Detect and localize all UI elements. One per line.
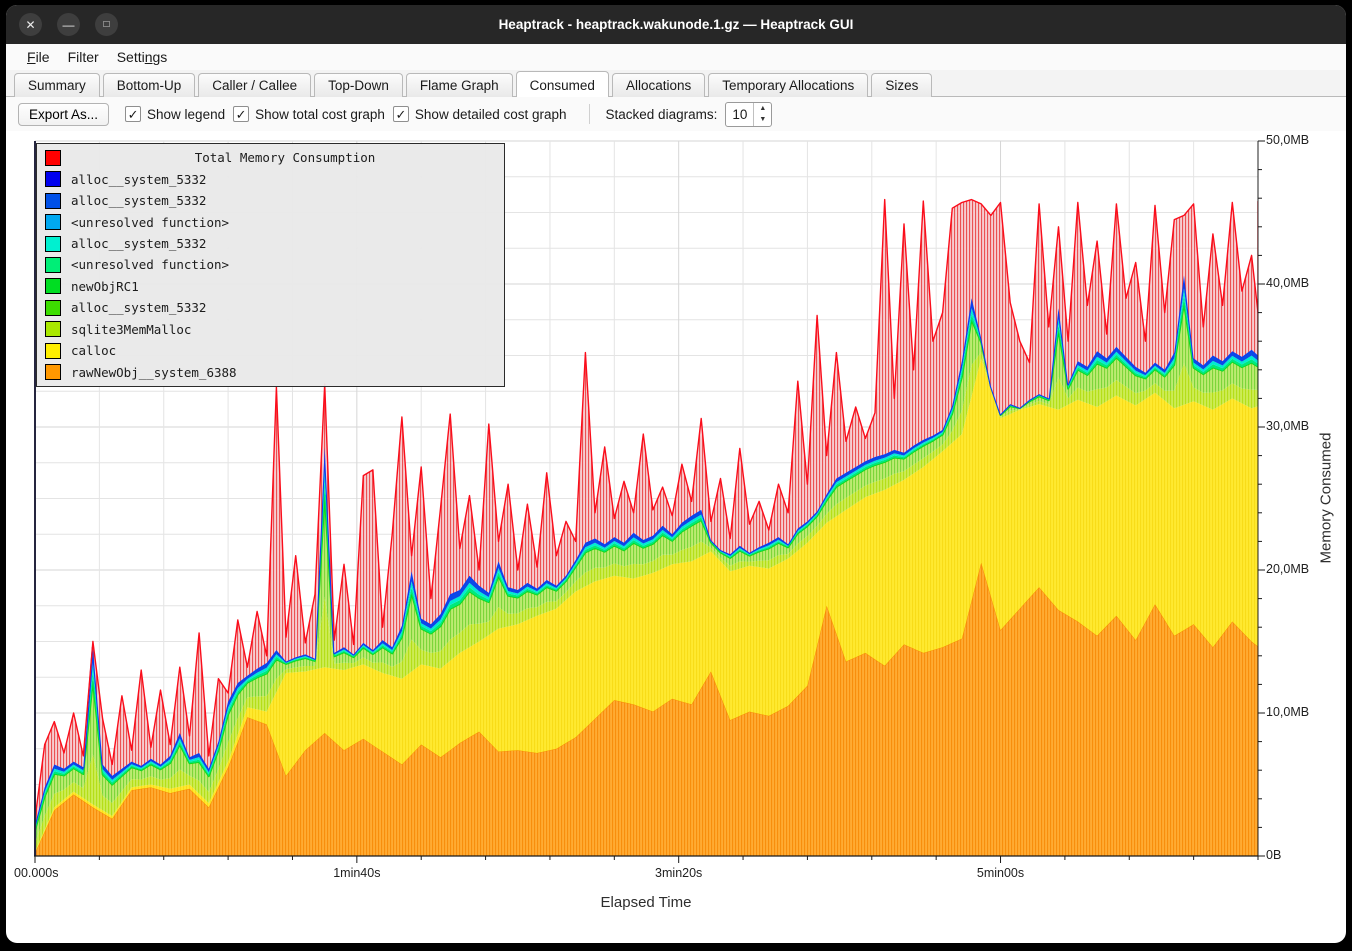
checkbox-icon: ✓ xyxy=(233,106,250,122)
plot-frame xyxy=(34,140,1265,863)
legend-swatch-icon xyxy=(45,235,61,252)
stacked-diagrams-spinner[interactable]: 10 ▲ ▼ xyxy=(725,101,773,127)
tab-bottom-up[interactable]: Bottom-Up xyxy=(102,73,196,97)
legend-item: newObjRC1 xyxy=(42,276,499,297)
tab-consumed[interactable]: Consumed xyxy=(515,71,609,97)
legend-swatch-icon xyxy=(45,342,61,359)
legend-label: alloc__system_5332 xyxy=(71,300,207,316)
legend-label: alloc__system_5332 xyxy=(71,236,207,252)
title-bar[interactable]: ✕ — □ Heaptrack - heaptrack.wakunode.1.gz … xyxy=(6,5,1346,44)
legend-swatch-icon xyxy=(45,192,61,209)
x-tick-label: 1min40s xyxy=(333,866,381,880)
legend-swatch-icon xyxy=(45,299,61,316)
checkbox-container: ✓ Show legend ✓ Show total cost graph ✓ Show … xyxy=(117,106,567,122)
y-tick-label: 0B xyxy=(1266,848,1282,862)
minimize-icon: — xyxy=(62,17,75,32)
menubar: File Filter Settings xyxy=(6,44,1346,70)
y-tick-label: 40,0MB xyxy=(1266,276,1310,290)
x-tick-label: 3min20s xyxy=(655,866,703,880)
window-title: Heaptrack - heaptrack.wakunode.1.gz — He… xyxy=(498,17,854,32)
export-as-button[interactable]: Export As... xyxy=(18,102,110,126)
chart-legend: Total Memory Consumption alloc__system_53… xyxy=(36,143,505,387)
checkbox-icon: ✓ xyxy=(392,106,409,122)
legend-swatch-icon xyxy=(45,321,61,338)
chevron-up-icon[interactable]: ▲ xyxy=(759,104,767,112)
tab-caller-callee[interactable]: Caller / Callee xyxy=(198,73,312,97)
y-tick-label: 20,0MB xyxy=(1266,562,1310,576)
legend-swatch-icon xyxy=(45,171,61,188)
memory-chart xyxy=(34,140,1265,863)
gridlines xyxy=(35,140,1259,856)
legend-label: <unresolved function> xyxy=(71,214,230,230)
legend-item: alloc__system_5332 xyxy=(42,297,499,318)
legend-item: <unresolved function> xyxy=(42,212,499,233)
legend-swatch-icon xyxy=(45,149,61,166)
close-button[interactable]: ✕ xyxy=(19,13,42,36)
legend-label: <unresolved function> xyxy=(71,257,230,273)
tab-temporary-allocations[interactable]: Temporary Allocations xyxy=(708,73,869,97)
checkbox-label: Show legend xyxy=(147,106,226,122)
chart-overlay: 00.000s 1min40s 3min20s 5min00s 0B 10,0MB 20,0… xyxy=(6,5,1346,943)
y-tick-label: 10,0MB xyxy=(1266,705,1310,719)
tab-allocations[interactable]: Allocations xyxy=(611,73,706,97)
heaptrack-window: ✕ — □ Heaptrack - heaptrack.wakunode.1.gz … xyxy=(6,5,1346,943)
minimize-button[interactable]: — xyxy=(57,13,80,36)
y-tick-label: 50,0MB xyxy=(1266,133,1310,147)
legend-swatch-icon xyxy=(45,214,61,231)
legend-label: Total Memory Consumption xyxy=(194,150,376,166)
legend-label: newObjRC1 xyxy=(71,278,139,294)
legend-item: calloc xyxy=(42,340,499,361)
menu-file[interactable]: File xyxy=(27,49,50,65)
x-tick-label: 00.000s xyxy=(14,866,59,880)
close-icon: ✕ xyxy=(25,17,36,32)
legend-label: alloc__system_5332 xyxy=(71,171,207,187)
checkbox-icon: ✓ xyxy=(125,106,142,122)
tab-top-down[interactable]: Top-Down xyxy=(314,73,403,97)
x-axis-title: Elapsed Time xyxy=(600,894,692,911)
tab-sizes[interactable]: Sizes xyxy=(871,73,933,97)
checkbox-show-legend[interactable]: ✓ Show legend xyxy=(125,106,225,122)
maximize-icon: □ xyxy=(103,18,110,30)
maximize-button[interactable]: □ xyxy=(95,13,118,36)
legend-swatch-icon xyxy=(45,256,61,273)
chevron-down-icon[interactable]: ▼ xyxy=(759,116,767,124)
toolbar-separator xyxy=(588,104,590,124)
checkbox-show-detailed-cost-graph[interactable]: ✓ Show detailed cost graph xyxy=(392,106,567,122)
y-axis-title: Memory Consumed xyxy=(1317,432,1335,564)
checkbox-label: Show detailed cost graph xyxy=(414,106,567,122)
x-tick-label: 5min00s xyxy=(976,866,1025,880)
tab-bar: Summary Bottom-Up Caller / Callee Top-Down F… xyxy=(6,70,1346,97)
menu-settings[interactable]: Settings xyxy=(116,49,168,65)
legend-item: alloc__system_5332 xyxy=(42,233,499,254)
checkbox-label: Show total cost graph xyxy=(255,106,385,122)
stacked-diagrams-label: Stacked diagrams: xyxy=(605,106,718,122)
spinner-value: 10 xyxy=(732,106,748,122)
legend-item: <unresolved function> xyxy=(42,254,499,275)
legend-item: rawNewObj__system_6388 xyxy=(42,362,499,383)
menu-filter[interactable]: Filter xyxy=(67,49,99,65)
legend-label: calloc xyxy=(71,343,117,359)
toolbar: Export As... ✓ Show legend ✓ Show total cos… xyxy=(6,97,1346,131)
checkbox-show-total-cost-graph[interactable]: ✓ Show total cost graph xyxy=(233,106,385,122)
legend-label: rawNewObj__system_6388 xyxy=(71,364,237,380)
legend-item: Total Memory Consumption xyxy=(42,147,499,168)
spinner-arrows: ▲ ▼ xyxy=(753,102,771,126)
legend-label: sqlite3MemMalloc xyxy=(71,321,192,337)
tab-summary[interactable]: Summary xyxy=(14,73,100,97)
legend-label: alloc__system_5332 xyxy=(71,193,207,209)
stacked-areas xyxy=(35,198,1258,857)
y-tick-label: 30,0MB xyxy=(1266,419,1310,433)
legend-swatch-icon xyxy=(45,278,61,295)
tab-flame-graph[interactable]: Flame Graph xyxy=(405,73,513,97)
legend-item: alloc__system_5332 xyxy=(42,190,499,211)
legend-item: sqlite3MemMalloc xyxy=(42,319,499,340)
legend-item: alloc__system_5332 xyxy=(42,169,499,190)
legend-swatch-icon xyxy=(45,364,61,381)
